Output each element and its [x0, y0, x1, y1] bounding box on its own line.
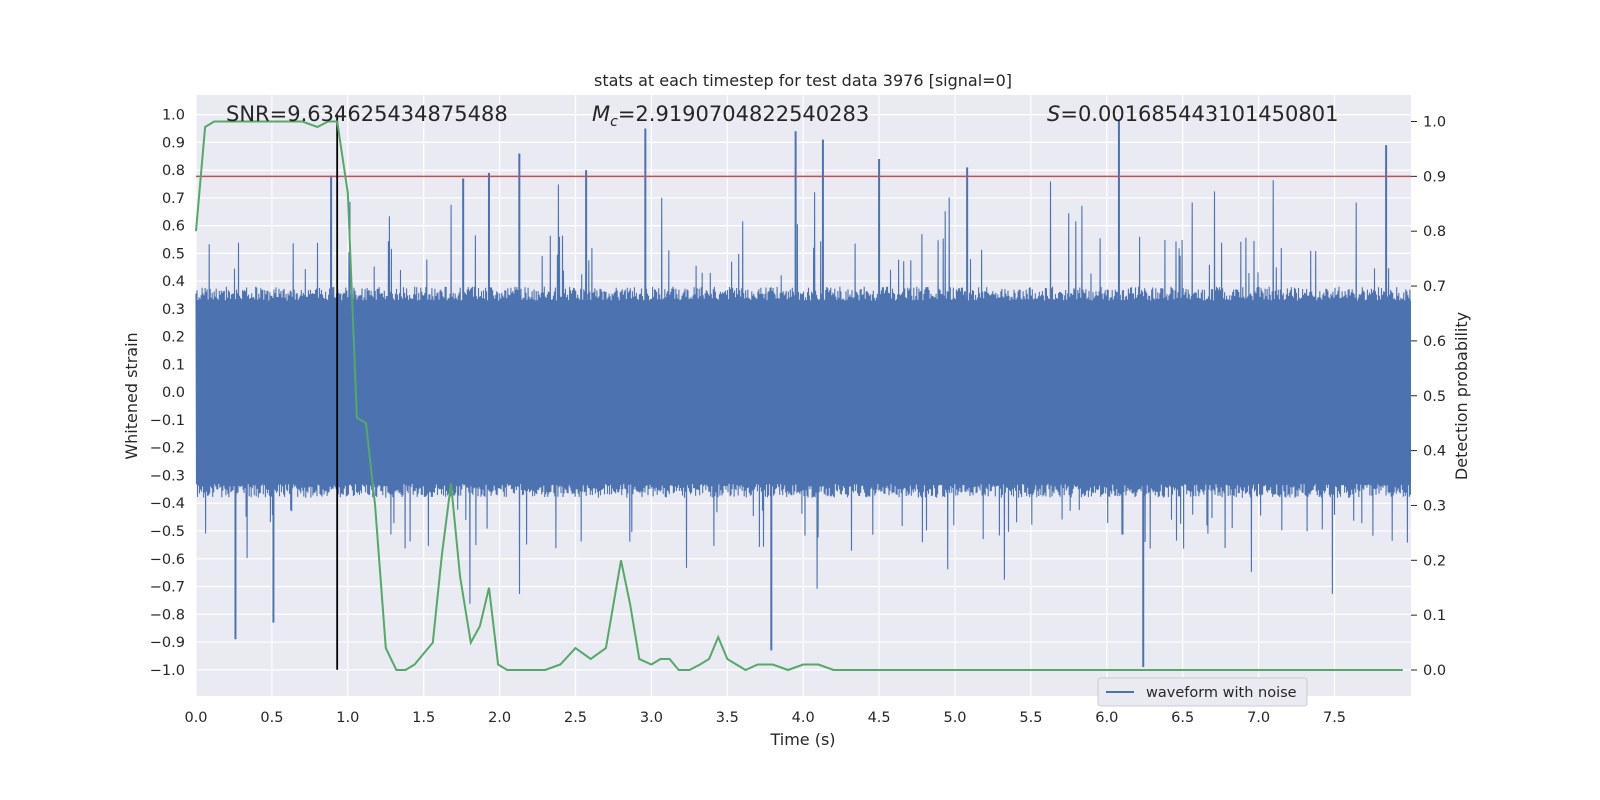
y-left-tick-label: 0.3 [162, 302, 185, 318]
x-tick-label: 6.5 [1171, 710, 1194, 726]
y-right-tick-label: 0.2 [1423, 553, 1446, 569]
y-right-tick-label: 0.7 [1423, 279, 1446, 295]
y-right-tick-label: 0.9 [1423, 169, 1446, 185]
y-left-tick-label: 0.8 [162, 163, 185, 179]
chirp-mass-symbol: M [592, 102, 610, 126]
y-right-axis-label: Detection probability [1452, 312, 1471, 480]
y-right-tick-labels: 1.0 0.9 0.8 0.7 0.6 0.5 0.4 0.3 0.2 0.1 0.0 [1411, 115, 1446, 679]
x-axis-label: Time (s) [769, 730, 835, 749]
y-left-tick-label: −0.1 [150, 413, 185, 429]
chirp-mass-annotation: Mc=2.9190704822540283 [592, 102, 869, 130]
x-tick-label: 0.0 [184, 710, 207, 726]
x-tick-label: 1.0 [336, 710, 359, 726]
series-detection-probability [195, 120, 1403, 672]
y-right-tick-label: 0.3 [1423, 498, 1446, 514]
y-left-tick-label: 0.7 [162, 191, 185, 207]
x-tick-label: 3.0 [640, 710, 663, 726]
legend-label-waveform: waveform with noise [1146, 685, 1297, 701]
y-right-tick-label: 1.0 [1423, 115, 1446, 131]
x-tick-label: 6.0 [1095, 710, 1118, 726]
x-tick-label: 2.0 [488, 710, 511, 726]
chirp-mass-subscript: c [610, 114, 618, 130]
y-right-tick-label: 0.4 [1423, 444, 1446, 460]
series-waveform-with-noise [195, 120, 1411, 668]
x-tick-label: 4.0 [792, 710, 815, 726]
y-left-tick-label: 0.9 [162, 135, 185, 151]
chart-title: stats at each timestep for test data 397… [594, 71, 1012, 90]
s-value: =0.001685443101450801 [1060, 102, 1338, 126]
y-left-tick-label: 0.0 [162, 385, 185, 401]
y-right-tick-label: 0.1 [1423, 608, 1446, 624]
y-left-tick-label: 0.5 [162, 246, 185, 262]
y-left-tick-labels: 1.0 0.9 0.8 0.7 0.6 0.5 0.4 0.3 0.2 0.1 0.0 −0.1 −0.… [150, 108, 185, 679]
y-left-tick-label: 0.4 [162, 274, 185, 290]
x-tick-label: 2.5 [564, 710, 587, 726]
legend: waveform with noise [1097, 677, 1308, 707]
x-tick-label: 1.5 [412, 710, 435, 726]
y-left-tick-label: 0.2 [162, 330, 185, 346]
y-left-tick-label: 0.1 [162, 357, 185, 373]
x-tick-label: 3.5 [716, 710, 739, 726]
y-left-tick-label: −1.0 [150, 663, 185, 679]
waveform-band [196, 300, 1411, 484]
y-left-tick-label: −0.9 [150, 635, 185, 651]
overlay-lines [196, 114, 1411, 670]
y-right-tick-label: 0.0 [1423, 663, 1446, 679]
x-tick-label: 4.5 [868, 710, 891, 726]
s-annotation: S=0.001685443101450801 [1047, 102, 1338, 126]
y-left-tick-label: −0.2 [150, 441, 185, 457]
x-tick-label: 5.5 [1019, 710, 1042, 726]
detection-probability-line [195, 120, 1403, 672]
s-symbol: S [1047, 102, 1060, 126]
x-tick-label: 7.0 [1247, 710, 1270, 726]
y-right-tick-label: 0.6 [1423, 334, 1446, 350]
y-left-tick-label: 0.6 [162, 219, 185, 235]
y-left-tick-label: −0.6 [150, 552, 185, 568]
x-tick-labels: 0.0 0.5 1.0 1.5 2.0 2.5 3.0 3.5 4.0 4.5 5.0 5.5 6.0 6… [184, 710, 1346, 726]
y-left-tick-label: −0.7 [150, 580, 185, 596]
y-left-tick-label: −0.8 [150, 607, 185, 623]
y-left-tick-label: −0.4 [150, 496, 185, 512]
y-right-tick-label: 0.5 [1423, 389, 1446, 405]
y-left-tick-label: −0.3 [150, 468, 185, 484]
x-tick-label: 7.5 [1323, 710, 1346, 726]
x-tick-label: 5.0 [943, 710, 966, 726]
y-right-tick-label: 0.8 [1423, 224, 1446, 240]
snr-annotation: SNR=9.634625434875488 [226, 102, 508, 126]
y-left-tick-label: 1.0 [162, 108, 185, 124]
legend-box [1097, 677, 1308, 707]
chirp-mass-value: =2.9190704822540283 [618, 102, 869, 126]
y-left-axis-label: Whitened strain [122, 332, 141, 459]
y-left-tick-label: −0.5 [150, 524, 185, 540]
x-tick-label: 0.5 [260, 710, 283, 726]
